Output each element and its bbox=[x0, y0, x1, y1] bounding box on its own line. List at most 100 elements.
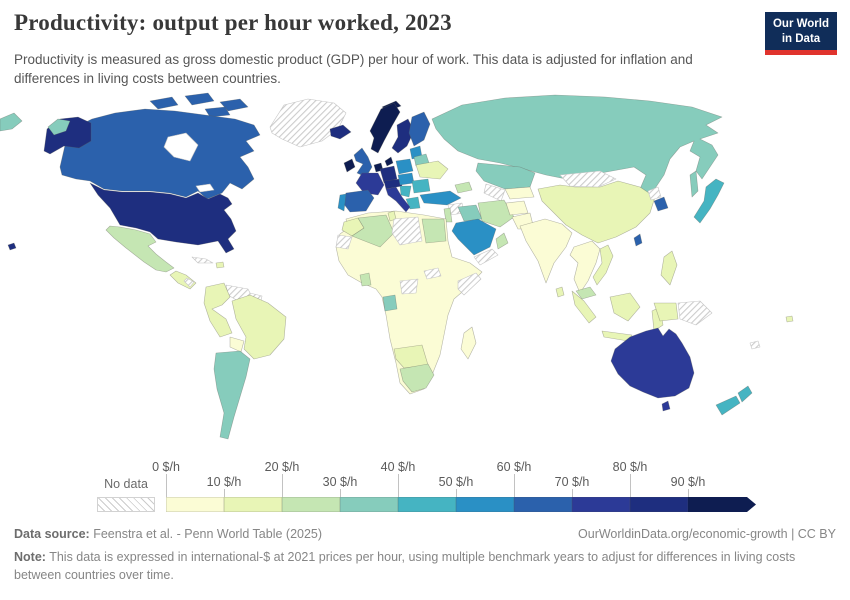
region-romania-bulgaria[interactable] bbox=[411, 178, 431, 194]
legend-bucket-3[interactable] bbox=[340, 497, 398, 512]
country-malaysia[interactable] bbox=[575, 286, 597, 300]
country-germany[interactable] bbox=[379, 165, 398, 184]
island-sakhalin[interactable] bbox=[689, 170, 699, 198]
country-united-kingdom[interactable] bbox=[353, 147, 373, 178]
region-balkans[interactable] bbox=[399, 185, 412, 198]
country-south-sudan[interactable] bbox=[399, 278, 419, 295]
country-bolivia[interactable] bbox=[229, 336, 245, 353]
legend-bucket-5[interactable] bbox=[456, 497, 514, 512]
country-poland[interactable] bbox=[395, 158, 414, 175]
country-usa-hawaii[interactable] bbox=[7, 242, 17, 251]
country-finland[interactable] bbox=[408, 111, 431, 147]
legend-bucket-8[interactable] bbox=[630, 497, 688, 512]
owid-logo-line1: Our World bbox=[772, 18, 829, 30]
island-borneo[interactable] bbox=[609, 292, 641, 322]
country-sri-lanka[interactable] bbox=[555, 286, 565, 298]
legend-bucket-0[interactable] bbox=[166, 497, 224, 512]
country-iran[interactable] bbox=[477, 199, 515, 228]
territory-western-sahara[interactable] bbox=[335, 234, 353, 250]
country-mexico[interactable] bbox=[105, 225, 175, 273]
country-china[interactable] bbox=[537, 180, 656, 244]
country-russia-chukotka[interactable] bbox=[47, 118, 71, 136]
legend-tick-line bbox=[456, 489, 457, 497]
data-source-text[interactable]: Feenstra et al. - Penn World Table (2025… bbox=[93, 527, 323, 541]
territory-new-caledonia[interactable] bbox=[749, 340, 761, 350]
country-new-zealand-north[interactable] bbox=[737, 385, 753, 403]
country-canada-arctic-island-1[interactable] bbox=[149, 96, 179, 110]
region-levant[interactable] bbox=[443, 207, 453, 223]
legend-tick-line bbox=[398, 474, 399, 497]
country-norway[interactable] bbox=[369, 102, 401, 154]
country-india[interactable] bbox=[519, 218, 573, 284]
country-italy[interactable] bbox=[385, 186, 411, 213]
country-philippines[interactable] bbox=[660, 250, 678, 286]
country-madagascar[interactable] bbox=[460, 326, 477, 360]
country-saudi-arabia[interactable] bbox=[451, 218, 497, 256]
country-algeria[interactable] bbox=[351, 214, 395, 248]
country-russia[interactable] bbox=[431, 94, 723, 198]
region-caucasus[interactable] bbox=[454, 181, 473, 194]
country-new-zealand-south[interactable] bbox=[715, 395, 741, 416]
country-papua-new-guinea[interactable] bbox=[677, 300, 713, 326]
region-central-america[interactable] bbox=[169, 270, 197, 290]
country-ireland[interactable] bbox=[343, 158, 356, 173]
island-tasmania[interactable] bbox=[661, 400, 671, 412]
country-iceland[interactable] bbox=[329, 124, 352, 140]
country-portugal[interactable] bbox=[337, 193, 347, 212]
country-turkey[interactable] bbox=[419, 190, 462, 206]
country-afghanistan[interactable] bbox=[505, 200, 529, 216]
legend-bucket-1[interactable] bbox=[224, 497, 282, 512]
country-nicaragua[interactable] bbox=[183, 277, 195, 288]
country-mongolia[interactable] bbox=[559, 170, 617, 188]
country-vietnam[interactable] bbox=[592, 244, 614, 286]
country-spain[interactable] bbox=[342, 189, 375, 213]
legend-bucket-6[interactable] bbox=[514, 497, 572, 512]
country-denmark[interactable] bbox=[384, 156, 394, 167]
country-somalia[interactable] bbox=[457, 272, 482, 296]
country-ukraine[interactable] bbox=[415, 160, 449, 180]
country-south-africa[interactable] bbox=[399, 363, 435, 393]
country-eritrea[interactable] bbox=[423, 267, 442, 280]
region-mainland-southeast-asia[interactable] bbox=[569, 240, 601, 294]
legend-bucket-4[interactable] bbox=[398, 497, 456, 512]
country-taiwan[interactable] bbox=[633, 233, 643, 247]
owid-logo-accent-bar bbox=[765, 49, 837, 55]
country-yemen[interactable] bbox=[473, 248, 499, 266]
country-canada[interactable] bbox=[59, 108, 261, 200]
legend-bucket-7[interactable] bbox=[572, 497, 630, 512]
country-oman[interactable] bbox=[495, 232, 509, 250]
country-australia[interactable] bbox=[610, 327, 695, 399]
legend-tick-label: 80 $/h bbox=[612, 460, 648, 474]
country-egypt[interactable] bbox=[421, 218, 447, 244]
region-colombia-peru[interactable] bbox=[203, 282, 233, 338]
island-sumatra[interactable] bbox=[571, 290, 597, 324]
country-canada-arctic-island-2[interactable] bbox=[184, 92, 215, 106]
region-central-asia[interactable] bbox=[504, 186, 535, 200]
country-sweden[interactable] bbox=[391, 118, 415, 154]
country-ghana[interactable] bbox=[359, 272, 372, 287]
country-north-korea[interactable] bbox=[647, 186, 662, 201]
island-hispaniola[interactable] bbox=[215, 261, 225, 269]
island-west-papua[interactable] bbox=[653, 302, 679, 322]
country-canada-arctic-island-4[interactable] bbox=[204, 106, 231, 118]
owid-logo[interactable]: Our World in Data bbox=[765, 12, 837, 55]
country-brazil[interactable] bbox=[231, 294, 287, 360]
country-fiji[interactable] bbox=[785, 315, 794, 323]
country-libya[interactable] bbox=[391, 216, 423, 246]
country-russia-left-edge[interactable] bbox=[0, 112, 23, 132]
no-data-swatch[interactable] bbox=[97, 497, 155, 512]
country-iraq[interactable] bbox=[457, 204, 483, 222]
legend-tick-label: 90 $/h bbox=[670, 475, 706, 489]
country-greenland[interactable] bbox=[269, 98, 347, 148]
owid-link[interactable]: OurWorldinData.org/economic-growth | CC … bbox=[578, 527, 836, 541]
legend-bucket-2[interactable] bbox=[282, 497, 340, 512]
country-france[interactable] bbox=[355, 172, 385, 196]
country-gabon[interactable] bbox=[382, 294, 398, 312]
legend-bucket-9[interactable] bbox=[688, 497, 756, 512]
country-cuba[interactable] bbox=[191, 256, 214, 264]
country-japan[interactable] bbox=[693, 178, 725, 224]
region-czechia-slovakia-hungary[interactable] bbox=[397, 172, 415, 186]
country-south-korea[interactable] bbox=[653, 196, 669, 212]
region-argentina-chile[interactable] bbox=[213, 350, 251, 440]
country-usa[interactable] bbox=[89, 182, 237, 254]
